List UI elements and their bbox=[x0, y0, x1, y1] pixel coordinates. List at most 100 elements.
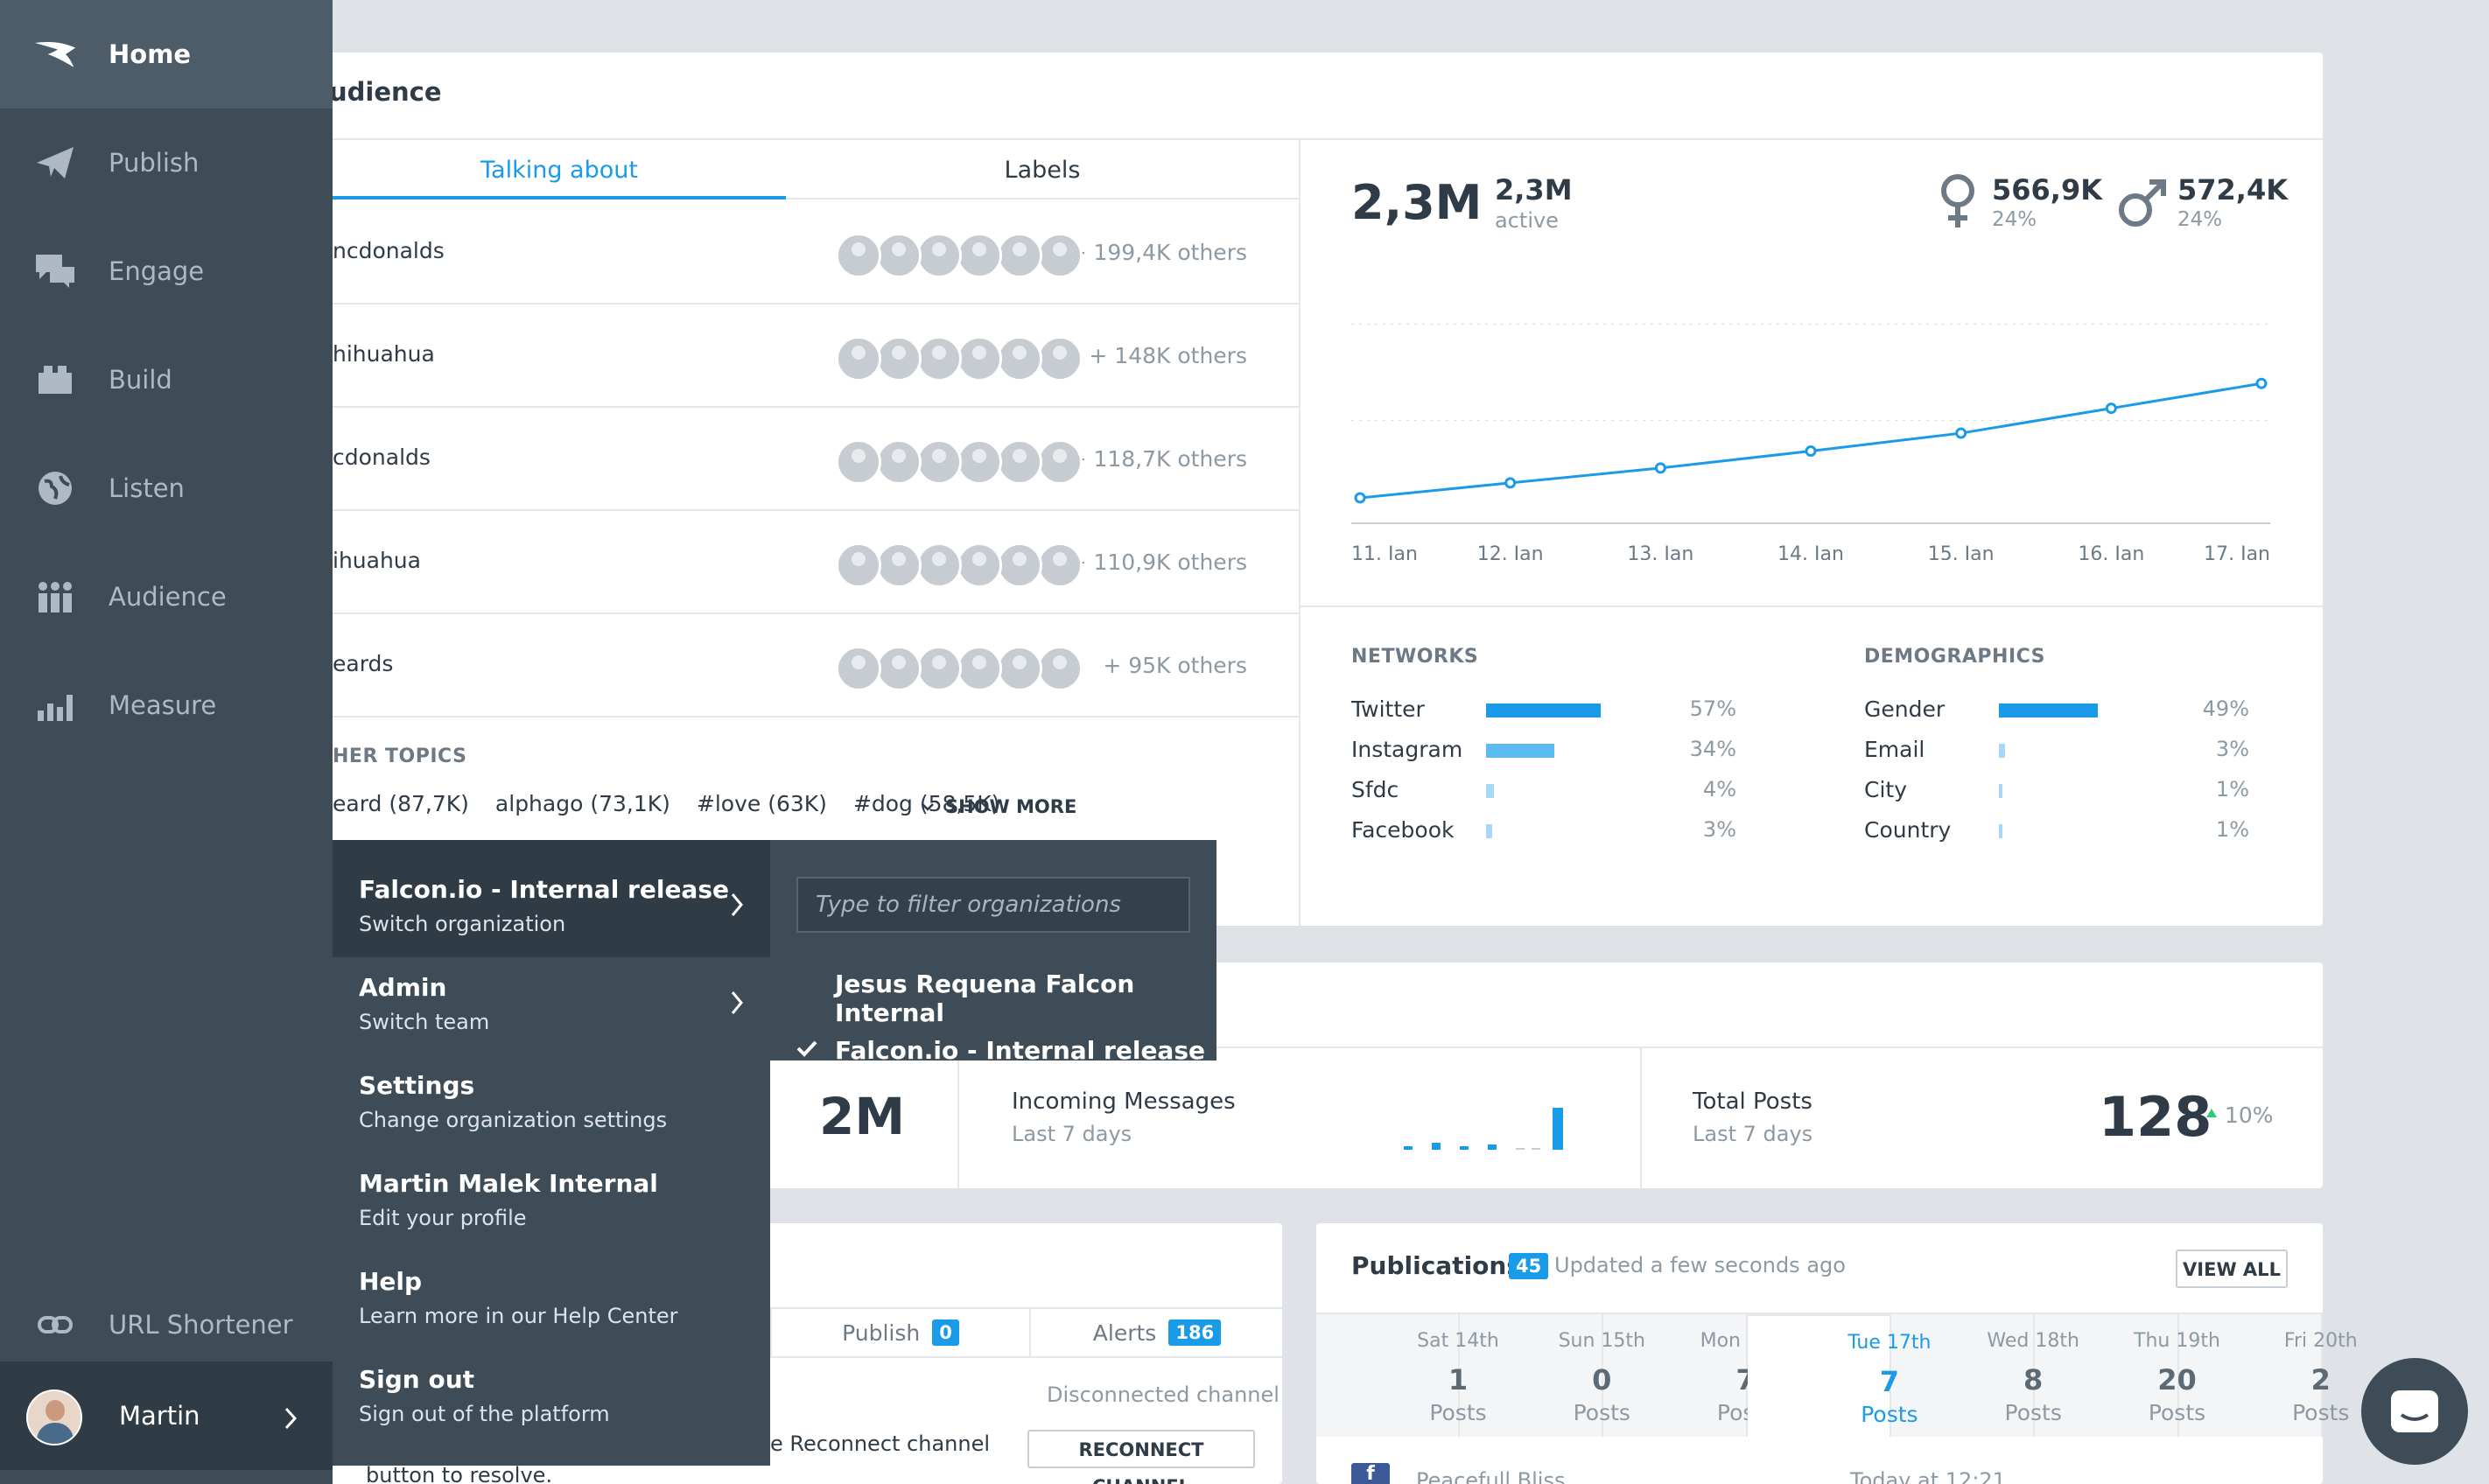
day-tab[interactable]: Thu 19th 20 Posts bbox=[2036, 1314, 2220, 1437]
other-topic[interactable]: #dog (58,5K) bbox=[852, 791, 1000, 816]
sidebar-item-listen[interactable]: Listen bbox=[0, 434, 333, 542]
sidebar-item-build[interactable]: Build bbox=[0, 326, 333, 434]
topic-row[interactable]: ncdonalds + 199,4K others bbox=[333, 201, 1300, 304]
audience-line-chart: 11. Jan 12. Jan 13. Jan 14. Jan 15. Jan 16. J… bbox=[1351, 324, 2270, 560]
networks-pct: 34% bbox=[1689, 737, 1736, 761]
user-name: Martin bbox=[119, 1401, 200, 1431]
posts-sub: Last 7 days bbox=[1693, 1122, 1813, 1146]
avatar bbox=[1037, 542, 1083, 588]
menu-settings[interactable]: Settings Change organization settings bbox=[359, 1071, 668, 1132]
topic-name: hihuahua bbox=[333, 341, 435, 367]
day-count: 1 bbox=[1448, 1363, 1469, 1396]
chat-launcher-button[interactable] bbox=[2361, 1358, 2468, 1465]
menu-switch-organization[interactable]: Falcon.io - Internal release Switch orga… bbox=[333, 840, 770, 957]
show-more-button[interactable]: SHOW MORE bbox=[921, 796, 1076, 817]
tab-labels[interactable]: Labels bbox=[786, 140, 1299, 200]
avatar-stack bbox=[836, 336, 1090, 383]
sidebar-item-publish[interactable]: Publish bbox=[0, 108, 333, 217]
avatar bbox=[876, 542, 922, 588]
avatar bbox=[876, 233, 922, 278]
sidebar-item-home[interactable]: Home bbox=[0, 0, 333, 108]
audience-total: 2,3M bbox=[1351, 175, 1483, 230]
tab-talking-about[interactable]: Talking about bbox=[333, 140, 786, 200]
user-menu-button[interactable]: Martin bbox=[0, 1362, 333, 1470]
menu-help[interactable]: Help Learn more in our Help Center bbox=[359, 1267, 678, 1328]
networks-pct: 3% bbox=[1702, 817, 1736, 842]
messages-divider bbox=[263, 1046, 2323, 1048]
org-option-selected[interactable]: Falcon.io - Internal release bbox=[835, 1036, 1205, 1065]
day-tab[interactable]: Sun 15th 0 Posts bbox=[1460, 1314, 1645, 1437]
org-option[interactable]: Jesus Requena Falcon Internal bbox=[835, 970, 1135, 1027]
topic-row[interactable]: hihuahua + 148K others bbox=[333, 304, 1300, 408]
day-count: 20 bbox=[2157, 1363, 2197, 1396]
networks-bar bbox=[1486, 784, 1495, 798]
topic-row[interactable]: eards + 95K others bbox=[333, 614, 1300, 718]
day-count: 2 bbox=[2310, 1363, 2331, 1396]
avatar bbox=[1037, 233, 1083, 278]
x-tick-label: 11. Jan bbox=[1351, 543, 1418, 560]
menu-sign-out[interactable]: Sign out Sign out of the platform bbox=[359, 1365, 610, 1426]
data-point[interactable] bbox=[1955, 427, 1967, 439]
other-topic[interactable]: eard (87,7K) bbox=[333, 791, 469, 816]
other-topic[interactable]: alphago (73,1K) bbox=[494, 791, 670, 816]
day-count: 0 bbox=[1592, 1363, 1612, 1396]
female-pct: 24% bbox=[1992, 208, 2037, 231]
day-posts-label: Posts bbox=[1429, 1400, 1487, 1425]
day-tab[interactable]: Mon 16th 7 Posts bbox=[1604, 1314, 1791, 1437]
networks-name: Instagram bbox=[1351, 737, 1463, 762]
topic-name: ncdonalds bbox=[333, 238, 445, 263]
chevron-right-icon bbox=[731, 893, 743, 916]
day-label: Sun 15th bbox=[1558, 1330, 1645, 1352]
day-label: Thu 19th bbox=[2134, 1330, 2220, 1352]
networks-name: Facebook bbox=[1351, 817, 1455, 843]
data-point[interactable] bbox=[1354, 492, 1366, 504]
topic-others: + 199,4K others bbox=[1068, 240, 1247, 265]
topic-name: ihuahua bbox=[333, 548, 421, 573]
sidebar-item-engage[interactable]: Engage bbox=[0, 217, 333, 326]
day-tab[interactable]: Sat 14th 1 Posts bbox=[1316, 1314, 1499, 1437]
data-point[interactable] bbox=[1654, 462, 1666, 474]
networks-bar bbox=[1486, 704, 1602, 718]
avatar-stack bbox=[836, 439, 1090, 486]
sidebar-item-measure[interactable]: Measure bbox=[0, 651, 333, 760]
x-tick-label: 15. Jan bbox=[1928, 543, 1995, 560]
avatar bbox=[916, 439, 962, 485]
data-point[interactable] bbox=[1805, 445, 1817, 458]
topic-others: + 118,7K others bbox=[1068, 446, 1247, 472]
reconnect-channel-button[interactable]: RECONNECT CHANNEL bbox=[1027, 1430, 1255, 1484]
day-label: Wed 18th bbox=[1987, 1330, 2079, 1352]
avatar bbox=[916, 542, 962, 588]
avatar bbox=[836, 646, 881, 691]
chevron-right-icon bbox=[284, 1407, 298, 1430]
topic-others: + 148K others bbox=[1089, 343, 1247, 368]
sidebar-item-url-shortener[interactable]: URL Shortener bbox=[0, 1270, 333, 1379]
topic-row[interactable]: cdonalds + 118,7K others bbox=[333, 408, 1300, 511]
data-point[interactable] bbox=[2105, 402, 2117, 415]
chevron-down-icon bbox=[922, 803, 934, 811]
x-tick-label: 14. Jan bbox=[1777, 543, 1844, 560]
day-tab[interactable]: Fri 20th 2 Posts bbox=[2179, 1314, 2358, 1437]
avatar bbox=[997, 439, 1042, 485]
chart-divider bbox=[1301, 606, 2323, 607]
sidebar-item-audience[interactable]: Audience bbox=[0, 542, 333, 651]
avatar-stack bbox=[836, 646, 1090, 693]
topic-row[interactable]: ihuahua + 110,9K others bbox=[333, 511, 1300, 614]
link-icon bbox=[33, 1303, 77, 1347]
organization-filter-input[interactable] bbox=[796, 877, 1190, 933]
data-point[interactable] bbox=[2255, 377, 2268, 389]
x-tick-label: 16. Jan bbox=[2078, 543, 2144, 560]
x-tick-label: 12. Jan bbox=[1477, 543, 1544, 560]
day-tab[interactable]: Tue 17th 7 Posts bbox=[1747, 1314, 1931, 1437]
tab-alerts[interactable]: Alerts 186 bbox=[1029, 1309, 1283, 1356]
demographics-pct: 3% bbox=[2215, 737, 2249, 761]
avatar bbox=[836, 439, 881, 485]
other-topic[interactable]: #love (63K) bbox=[696, 791, 827, 816]
tab-publish[interactable]: Publish 0 bbox=[770, 1309, 1029, 1356]
view-all-button[interactable]: VIEW ALL bbox=[2176, 1250, 2288, 1288]
data-point[interactable] bbox=[1504, 477, 1517, 489]
menu-edit-profile[interactable]: Martin Malek Internal Edit your profile bbox=[359, 1169, 658, 1230]
avatar bbox=[876, 336, 922, 382]
menu-switch-team[interactable]: Admin Switch team bbox=[333, 957, 770, 1055]
publications-updated: Updated a few seconds ago bbox=[1554, 1253, 1846, 1278]
day-tab[interactable]: Wed 18th 8 Posts bbox=[1891, 1314, 2079, 1437]
